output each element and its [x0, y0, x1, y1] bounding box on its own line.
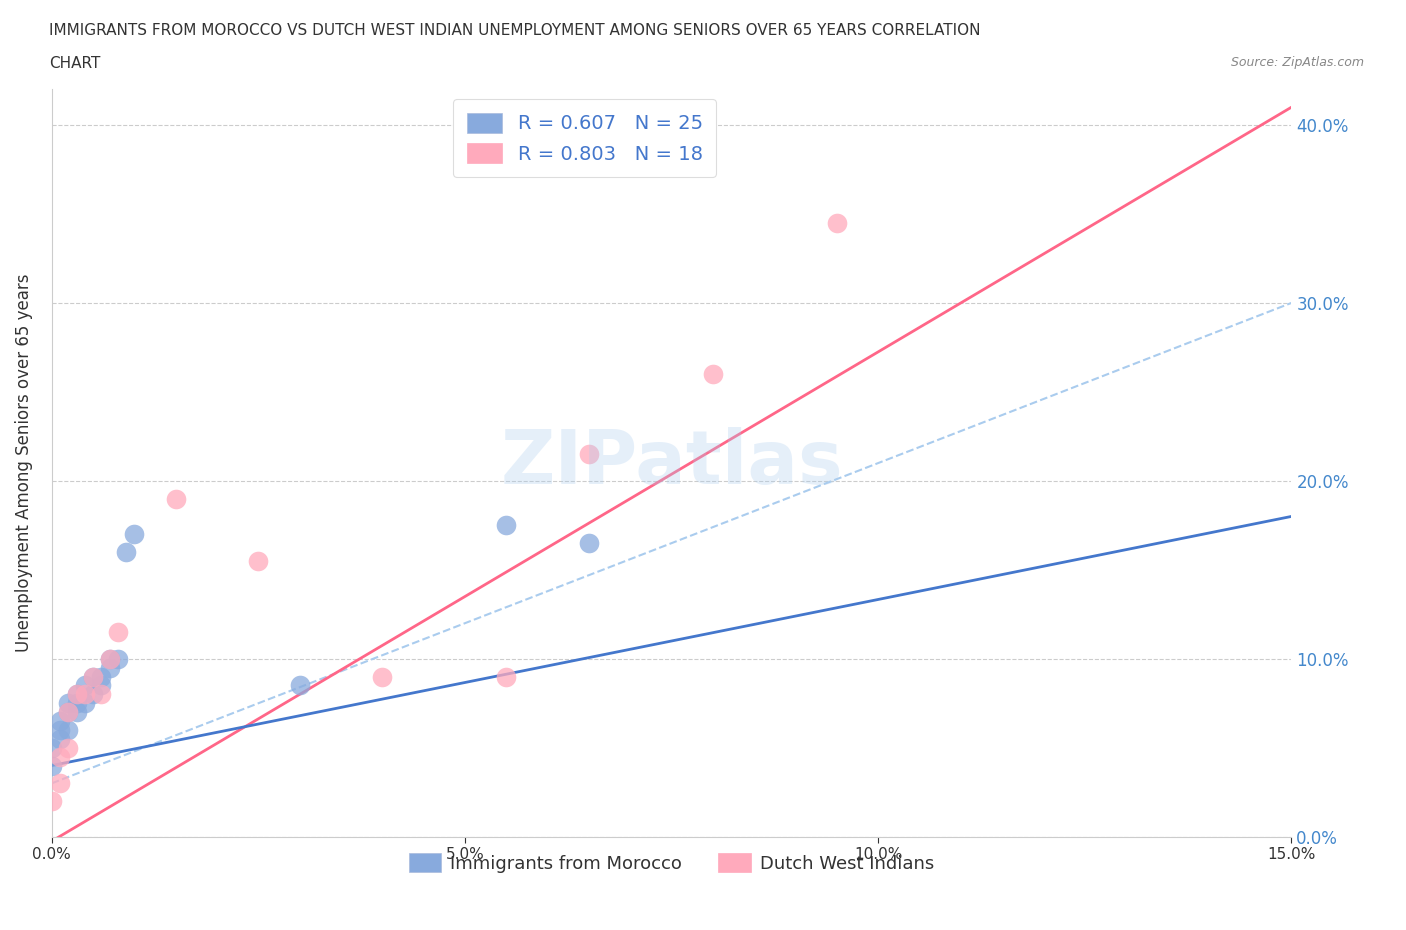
Y-axis label: Unemployment Among Seniors over 65 years: Unemployment Among Seniors over 65 years: [15, 273, 32, 652]
Point: [41, 793, 63, 808]
Text: ZIPatlas: ZIPatlas: [501, 427, 844, 499]
Point: [165, 491, 187, 506]
Point: [41, 758, 63, 773]
Point: [82, 687, 104, 702]
Point: [49, 713, 72, 728]
Point: [90, 687, 112, 702]
Point: [82, 669, 104, 684]
Point: [65, 687, 87, 702]
Point: [65, 687, 87, 702]
Point: [288, 678, 311, 693]
Point: [49, 776, 72, 790]
Point: [41, 740, 63, 755]
Point: [58, 705, 80, 720]
Point: [90, 678, 112, 693]
Point: [49, 750, 72, 764]
Point: [58, 723, 80, 737]
Point: [90, 669, 112, 684]
Point: [82, 669, 104, 684]
Point: [247, 553, 270, 568]
Point: [495, 669, 517, 684]
Point: [58, 740, 80, 755]
Point: [107, 651, 129, 666]
Point: [702, 366, 724, 381]
Point: [107, 625, 129, 640]
Point: [98, 651, 121, 666]
Point: [49, 731, 72, 746]
Point: [49, 723, 72, 737]
Point: [65, 705, 87, 720]
Point: [58, 696, 80, 711]
Point: [73, 687, 96, 702]
Point: [578, 446, 600, 461]
Point: [98, 651, 121, 666]
Text: Source: ZipAtlas.com: Source: ZipAtlas.com: [1230, 56, 1364, 69]
Point: [495, 518, 517, 533]
Legend: Immigrants from Morocco, Dutch West Indians: Immigrants from Morocco, Dutch West Indi…: [402, 846, 942, 880]
Text: CHART: CHART: [49, 56, 101, 71]
Point: [73, 696, 96, 711]
Point: [825, 216, 848, 231]
Text: IMMIGRANTS FROM MOROCCO VS DUTCH WEST INDIAN UNEMPLOYMENT AMONG SENIORS OVER 65 : IMMIGRANTS FROM MOROCCO VS DUTCH WEST IN…: [49, 23, 981, 38]
Point: [98, 660, 121, 675]
Point: [73, 678, 96, 693]
Point: [371, 669, 394, 684]
Point: [124, 526, 146, 541]
Point: [115, 545, 138, 560]
Point: [58, 705, 80, 720]
Point: [578, 536, 600, 551]
Point: [65, 696, 87, 711]
